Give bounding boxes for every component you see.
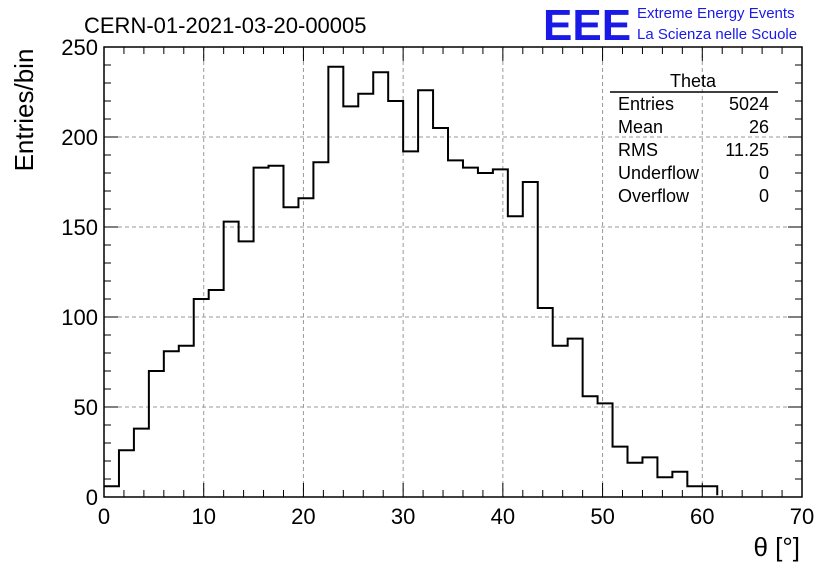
stats-value: 26	[749, 117, 769, 137]
stats-value: 5024	[729, 94, 769, 114]
stats-label: Mean	[618, 117, 663, 137]
stats-rows: Entries 5024 Mean 26 RMS 11.25 Underflow 0 Overf…	[618, 94, 769, 206]
histogram-series	[104, 65, 719, 496]
grid-lines	[104, 47, 802, 497]
stats-label: Overflow	[618, 186, 690, 206]
axis-ticks	[103, 46, 803, 498]
x-tick-label: 60	[690, 504, 714, 529]
run-title: CERN-01-2021-03-20-00005	[84, 13, 367, 38]
y-tick-label: 200	[61, 125, 98, 150]
x-tick-label: 50	[590, 504, 614, 529]
plot-frame	[103, 46, 803, 498]
stats-value: 0	[759, 186, 769, 206]
x-tick-label: 0	[98, 504, 110, 529]
x-axis-label: θ [°]	[753, 532, 800, 562]
y-tick-label: 150	[61, 215, 98, 240]
tick-labels: 0 10 20 30 40 50 60 70 0 50 100 150 200 250	[61, 35, 814, 529]
stats-label: Entries	[618, 94, 674, 114]
stats-box: Theta Entries 5024 Mean 26 RMS 11.25 Underflow…	[610, 71, 778, 206]
stats-label: RMS	[618, 140, 658, 160]
stats-value: 0	[759, 163, 769, 183]
x-tick-label: 30	[391, 504, 415, 529]
stats-value: 11.25	[725, 140, 769, 160]
logo-line-1: Extreme Energy Events	[637, 5, 795, 22]
y-tick-label: 0	[86, 485, 98, 510]
eee-logo: EEE	[543, 1, 631, 50]
x-tick-label: 70	[790, 504, 814, 529]
x-tick-label: 40	[491, 504, 515, 529]
x-tick-label: 10	[191, 504, 215, 529]
y-axis-label: Entries/bin	[9, 49, 39, 172]
stats-title: Theta	[670, 71, 717, 91]
y-tick-label: 250	[61, 35, 98, 60]
logo-line-2: La Scienza nelle Scuole	[637, 26, 797, 43]
y-tick-label: 100	[61, 305, 98, 330]
x-tick-label: 20	[291, 504, 315, 529]
y-tick-label: 50	[74, 395, 98, 420]
stats-label: Underflow	[618, 163, 700, 183]
